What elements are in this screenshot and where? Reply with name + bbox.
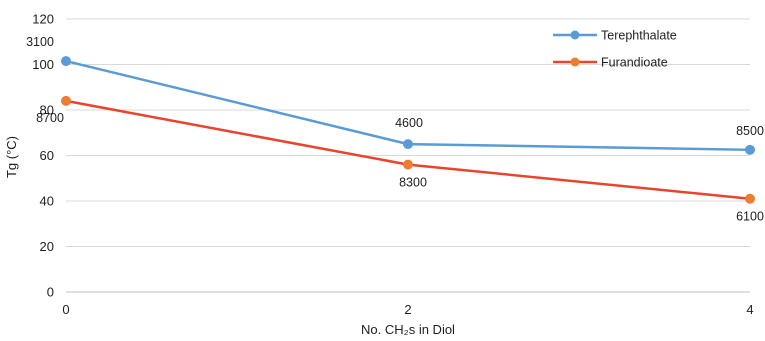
x-tick-labels: 0 2 4 <box>62 302 753 317</box>
data-point-furandioate <box>61 95 71 106</box>
x-tick-label: 0 <box>62 302 69 317</box>
data-label: 8500 <box>736 124 764 138</box>
data-label: 8700 <box>36 111 64 125</box>
series-lines <box>61 56 755 204</box>
x-tick-label: 4 <box>746 302 753 317</box>
legend-marker-terephthalate <box>570 30 580 40</box>
series-line-terephthalate <box>65 59 751 152</box>
data-label: 4600 <box>395 116 423 130</box>
legend-label-terephthalate: Terephthalate <box>601 29 677 43</box>
data-point-furandioate <box>403 159 413 170</box>
y-tick-label: 40 <box>40 194 54 209</box>
x-tick-label: 2 <box>404 302 411 317</box>
data-labels: 3100 4600 8500 8700 8300 6100 <box>26 35 764 224</box>
legend-marker-furandioate <box>570 57 580 67</box>
legend: Terephthalate Furandioate <box>553 29 677 70</box>
data-point-furandioate <box>745 193 755 204</box>
data-point-terephthalate <box>403 139 413 150</box>
y-tick-label: 20 <box>40 239 54 254</box>
y-tick-label: 120 <box>32 12 54 27</box>
grid-lines <box>66 18 750 293</box>
data-label: 3100 <box>26 35 54 49</box>
y-tick-label: 100 <box>32 57 54 72</box>
data-label: 6100 <box>736 210 764 224</box>
data-label: 8300 <box>399 176 427 190</box>
data-point-terephthalate <box>745 144 755 155</box>
y-axis-title: Tg (°C) <box>4 136 19 178</box>
y-tick-labels: 0 20 40 60 80 100 120 <box>32 12 54 300</box>
y-tick-label: 0 <box>47 285 54 300</box>
legend-label-furandioate: Furandioate <box>601 56 668 70</box>
y-tick-label: 60 <box>40 148 54 163</box>
data-point-terephthalate <box>61 56 71 67</box>
y-tick-label: 80 <box>40 103 54 118</box>
x-axis-title: No. CH₂s in Diol <box>361 322 455 337</box>
